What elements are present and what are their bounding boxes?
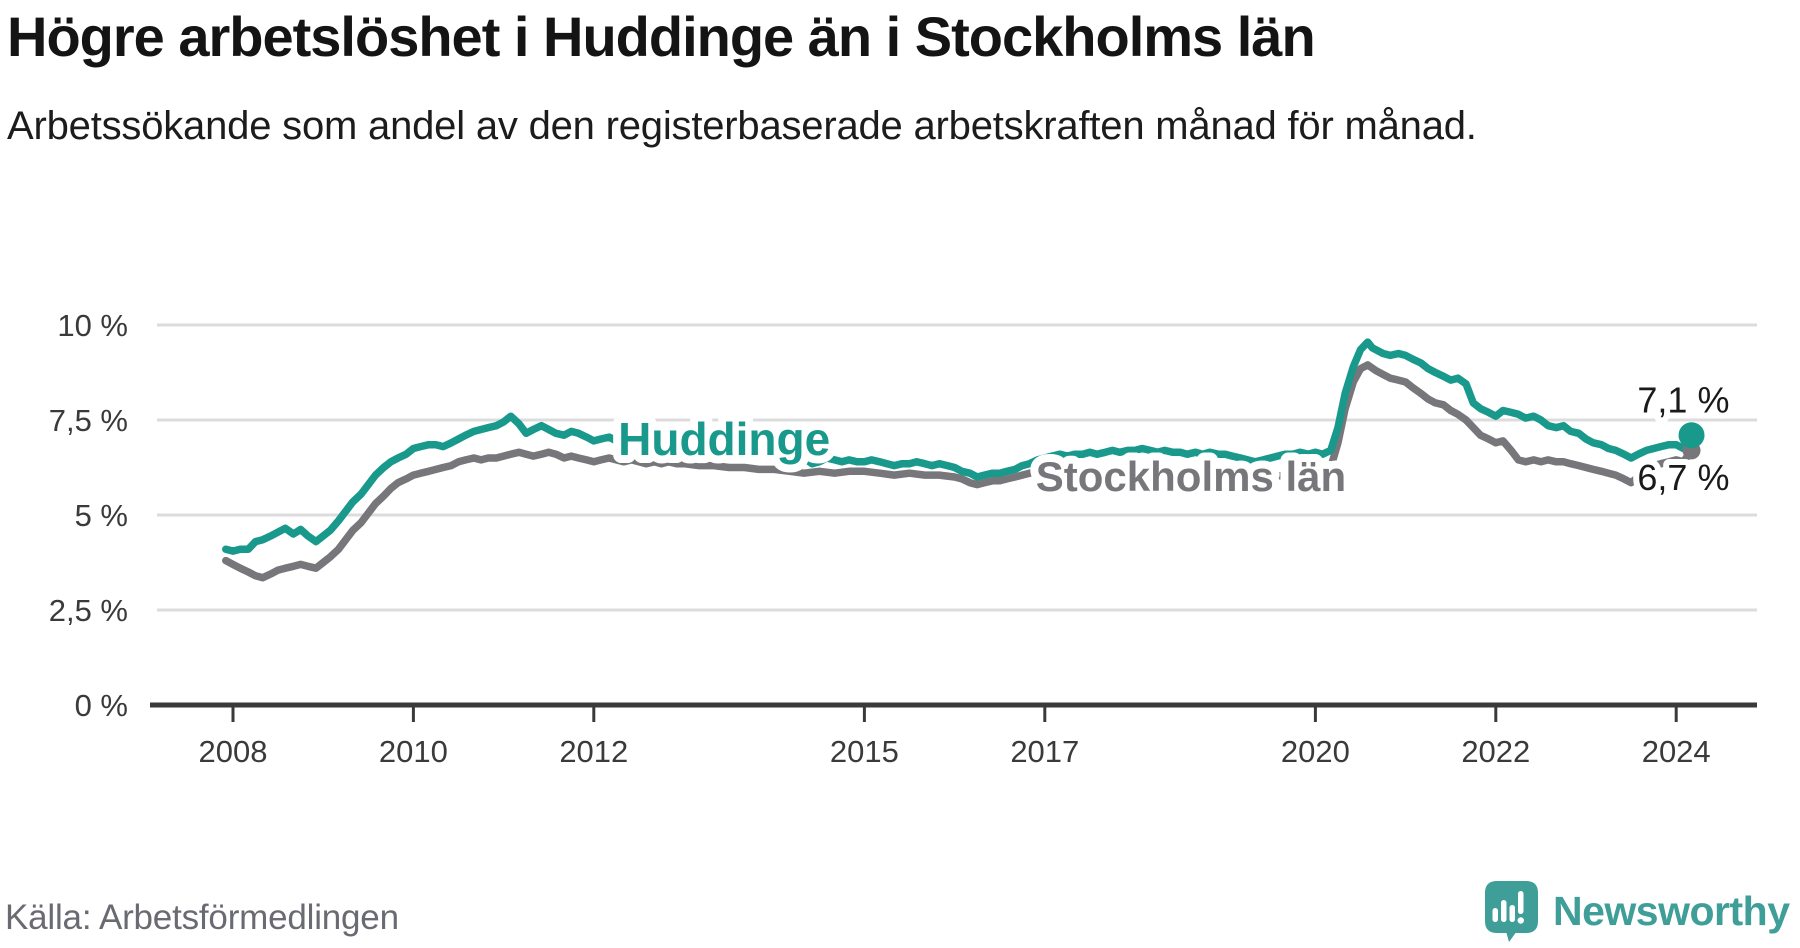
series-line-stockholms-l-n	[222, 361, 1696, 582]
page-title: Högre arbetslöshet i Huddinge än i Stock…	[7, 5, 1316, 68]
y-axis-label: 5 %	[75, 498, 128, 533]
x-axis-label: 2010	[379, 734, 448, 769]
series-end-value-label: 6,7 %	[1637, 457, 1729, 498]
series-label-huddinge: Huddinge	[618, 413, 830, 465]
y-axis-label: 10 %	[57, 308, 128, 343]
series-label-stockholms-l-n: Stockholms län	[1036, 453, 1346, 500]
newsworthy-wordmark: Newsworthy	[1553, 888, 1790, 934]
y-axis-label: 0 %	[75, 688, 128, 723]
x-axis-label: 2015	[830, 734, 899, 769]
chart-subtitle: Arbetssökande som andel av den registerb…	[7, 104, 1477, 148]
x-axis-label: 2024	[1642, 734, 1711, 769]
series-end-value-label: 7,1 %	[1637, 379, 1729, 420]
x-axis-label: 2008	[199, 734, 268, 769]
series-end-dot	[1678, 422, 1705, 449]
x-axis-label: 2017	[1010, 734, 1079, 769]
y-axis-label: 7,5 %	[49, 403, 128, 438]
x-axis-label: 2020	[1281, 734, 1350, 769]
x-axis-label: 2012	[559, 734, 628, 769]
series-line-huddinge	[222, 338, 1696, 555]
newsworthy-bubble-chart-icon	[1485, 881, 1538, 942]
x-axis-label: 2022	[1461, 734, 1530, 769]
newsworthy-logo: Newsworthy	[1484, 880, 1790, 943]
source-note: Källa: Arbetsförmedlingen	[5, 898, 399, 937]
y-axis-label: 2,5 %	[49, 593, 128, 628]
